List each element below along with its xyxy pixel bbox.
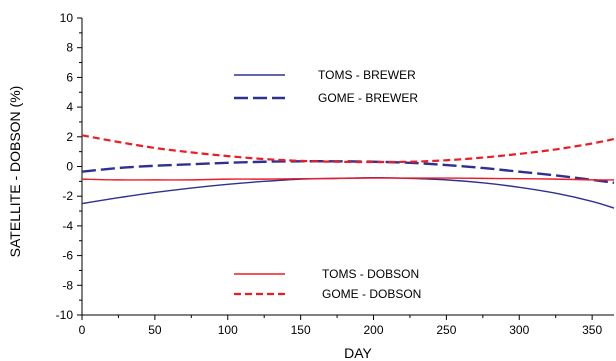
x-axis-title: DAY <box>344 345 372 361</box>
x-tick-label: 200 <box>363 323 383 337</box>
y-tick-label: 10 <box>60 11 74 25</box>
y-tick-label: -6 <box>62 249 73 263</box>
y-tick-label: -4 <box>62 219 73 233</box>
y-tick-label: 0 <box>66 160 73 174</box>
x-tick-label: 350 <box>582 323 602 337</box>
legend-label: TOMS - BREWER <box>318 68 416 82</box>
x-tick-label: 150 <box>291 323 311 337</box>
y-tick-label: 2 <box>66 130 73 144</box>
y-tick-label: 8 <box>66 41 73 55</box>
y-axis-title: SATELLITE - DOBSON (%) <box>7 86 23 258</box>
x-tick-label: 0 <box>79 323 86 337</box>
y-axis-ticks: -10 -8 -6 -4 -2 0 2 4 6 8 10 <box>56 11 82 322</box>
x-tick-label: 100 <box>218 323 238 337</box>
series-line-gome-dobson <box>81 134 615 164</box>
legend-label: GOME - DOBSON <box>322 287 421 301</box>
y-tick-label: -10 <box>56 308 74 322</box>
series-line-toms-brewer <box>81 176 615 209</box>
x-tick-label: 50 <box>148 323 162 337</box>
series-line-toms-dobson <box>81 177 615 181</box>
y-tick-label: -8 <box>62 278 73 292</box>
x-axis-ticks: 0 50 100 150 200 250 300 350 <box>79 315 602 337</box>
y-tick-label: -2 <box>62 189 73 203</box>
y-tick-label: 4 <box>66 100 73 114</box>
y-tick-label: 6 <box>66 70 73 84</box>
x-tick-label: 300 <box>509 323 529 337</box>
x-tick-label: 250 <box>436 323 456 337</box>
legend-label: TOMS - DOBSON <box>322 267 419 281</box>
series-layer <box>81 134 615 209</box>
legend: TOMS - BREWER GOME - BREWER TOMS - DOBSON G… <box>234 68 421 301</box>
legend-label: GOME - BREWER <box>318 91 418 105</box>
